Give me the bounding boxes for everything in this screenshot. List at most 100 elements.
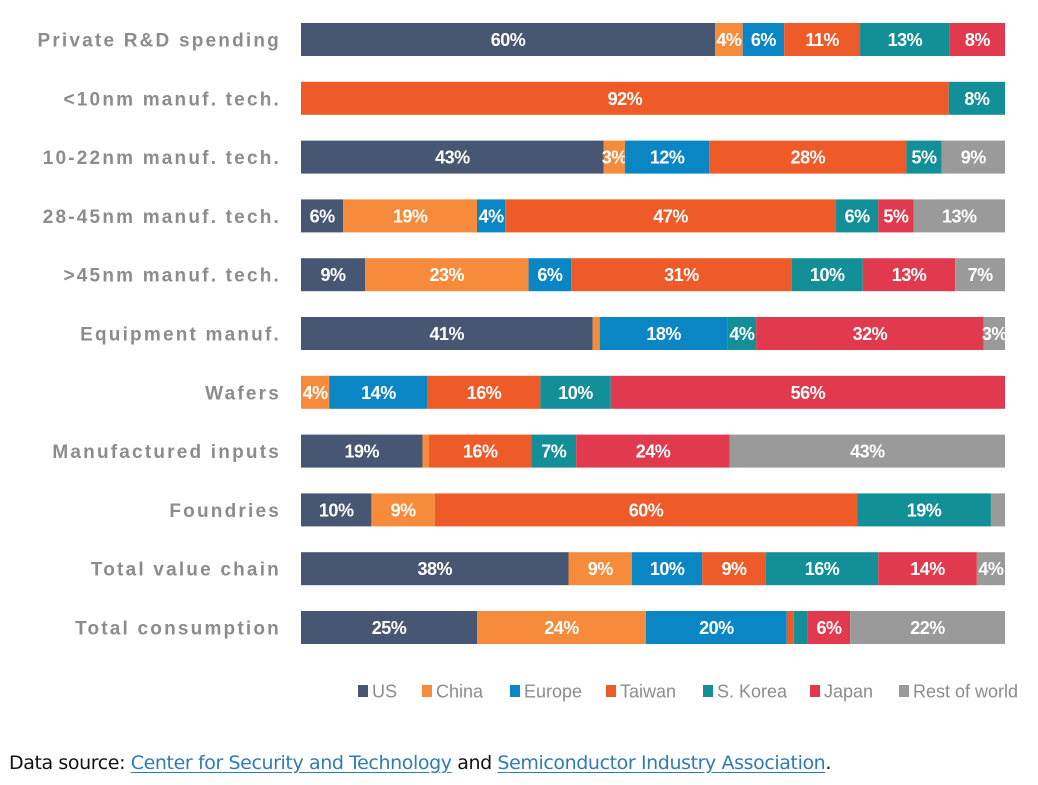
data-label: 41%: [430, 324, 465, 344]
bar-segment-rest-of-world: [850, 611, 1005, 644]
bar-segment-japan: [878, 552, 977, 586]
bar-segment-taiwan: [429, 434, 532, 468]
data-label: 3%: [982, 324, 1008, 344]
bar-segment-rest-of-world: [990, 493, 1005, 527]
data-label: 16%: [463, 442, 498, 462]
bar-segment-us: [301, 434, 423, 468]
footer-middle: and: [451, 752, 498, 774]
data-label: 56%: [791, 383, 826, 403]
data-label: 16%: [805, 559, 840, 579]
data-label: 16%: [467, 383, 502, 403]
data-label: 9%: [391, 500, 417, 520]
bar-row-28-45nm-manuf-tech: 6% 19% 4% 47% 6% 5% 13%: [301, 199, 1005, 233]
bar-row-45nm-manuf-tech: 9% 23% 6% 31% 10% 13% 7%: [301, 258, 1005, 292]
bar-segment-taiwan: [571, 258, 792, 292]
bar-row-10nm-manuf-tech: 92% 8%: [301, 81, 1005, 115]
bar-segment-rest-of-world: [955, 258, 1005, 292]
data-label: 38%: [417, 559, 452, 579]
category-label: <10nm manuf. tech.: [63, 89, 281, 110]
legend-swatch: [810, 685, 820, 697]
legend-item-japan: Japan: [810, 682, 873, 702]
data-label: 9%: [961, 148, 987, 168]
category-label: Private R&D spending: [37, 31, 281, 52]
data-label: 7%: [541, 442, 567, 462]
bar-segment-europe: [528, 258, 572, 292]
data-label: 23%: [430, 265, 465, 285]
data-label: 4%: [729, 324, 755, 344]
bar-segment-taiwan: [784, 23, 861, 56]
data-label: 24%: [636, 442, 671, 462]
bar-segment-taiwan: [505, 199, 837, 233]
data-label: 14%: [361, 383, 396, 403]
data-label: 9%: [721, 559, 747, 579]
legend-item-china: China: [422, 682, 484, 702]
data-label: 13%: [888, 30, 923, 50]
data-label: 24%: [544, 618, 579, 638]
bar-row-manufactured-inputs: 19% 16% 7% 24% 43%: [301, 434, 1005, 468]
bar-segment-europe: [645, 611, 787, 644]
legend-swatch: [422, 685, 432, 697]
bar-segment-rest-of-world: [983, 317, 1005, 350]
footer-prefix: Data source:: [9, 752, 131, 774]
data-label: 4%: [978, 559, 1004, 579]
bar-row-foundries: 10% 9% 60% 19%: [301, 493, 1005, 527]
legend-swatch: [358, 685, 368, 697]
data-label: 8%: [965, 30, 991, 50]
bar-segment-japan: [949, 23, 1005, 56]
bar-segment-europe: [329, 375, 428, 409]
legend-item-taiwan: Taiwan: [606, 682, 676, 702]
link-center-for-security-and-technology[interactable]: Center for Security and Technology: [130, 752, 452, 774]
bar-segment-us: [301, 23, 716, 56]
data-label: 10%: [558, 383, 593, 403]
data-label: 31%: [664, 265, 699, 285]
stacked-bar-chart: Private R&D spending <10nm manuf. tech. 10…: [37, 23, 1018, 702]
bar-segment-china: [477, 611, 646, 644]
data-label: 92%: [608, 89, 643, 109]
category-label: Wafers: [205, 383, 281, 404]
bar-segment-s-korea: [906, 140, 942, 174]
data-label: 43%: [850, 442, 885, 462]
legend-swatch: [606, 685, 616, 697]
bar-segment-us: [301, 317, 593, 350]
data-label: 11%: [805, 30, 839, 50]
bar-segment-taiwan: [702, 552, 766, 586]
bar-segment-rest-of-world: [729, 434, 1005, 468]
legend-label: Japan: [824, 682, 873, 702]
data-label: 19%: [393, 206, 428, 226]
data-label: 19%: [345, 442, 380, 462]
category-labels: Private R&D spending <10nm manuf. tech. 10…: [37, 31, 281, 640]
data-source-footer: Data source: Center for Security and Tec…: [9, 752, 831, 774]
bar-segment-s-korea: [857, 493, 991, 527]
bar-segment-us: [301, 199, 344, 233]
bar-segment-taiwan: [434, 493, 858, 527]
data-label: 19%: [907, 500, 942, 520]
data-label: 4%: [479, 206, 505, 226]
bar-segment-europe: [631, 552, 703, 586]
bar-segment-taiwan: [786, 611, 794, 644]
bar-segment-china: [592, 317, 600, 350]
link-semiconductor-industry-association[interactable]: Semiconductor Industry Association: [497, 752, 826, 774]
legend-item-s-korea: S. Korea: [703, 682, 788, 702]
bar-segment-china: [568, 552, 632, 586]
data-label: 10%: [650, 559, 685, 579]
data-label: 13%: [942, 206, 977, 226]
bar-segment-china: [422, 434, 429, 468]
data-label: 6%: [845, 206, 871, 226]
bar-segment-china: [371, 493, 435, 527]
category-label: Total value chain: [91, 560, 281, 581]
bar-segment-japan: [862, 258, 956, 292]
data-label: 6%: [537, 265, 563, 285]
bar-segment-s-korea: [765, 552, 879, 586]
bar-segment-taiwan: [427, 375, 541, 409]
data-label: 18%: [646, 324, 681, 344]
bar-segment-taiwan: [301, 81, 949, 115]
data-label: 43%: [435, 148, 470, 168]
bar-row-private-r-d-spending: 60% 4% 6% 11% 13% 8%: [301, 23, 1005, 56]
legend-label: S. Korea: [717, 682, 788, 702]
bar-segment-us: [301, 493, 372, 527]
bar-segment-japan: [807, 611, 851, 644]
category-label: Foundries: [169, 501, 281, 522]
data-label: 4%: [303, 383, 329, 403]
bar-row-equipment-manuf: 41% 18% 4% 32% 3%: [301, 317, 1008, 350]
legend-label: Europe: [524, 682, 582, 702]
